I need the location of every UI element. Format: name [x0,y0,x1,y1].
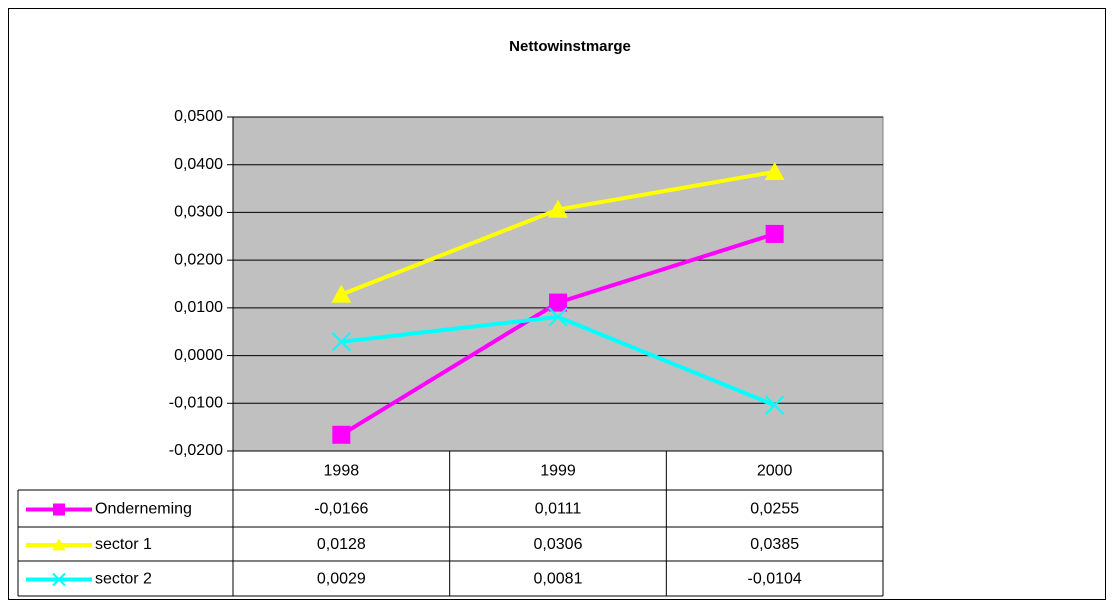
y-tick-label: -0,0200 [169,442,223,459]
table-value: 0,0306 [534,536,583,553]
table-value: 0,0255 [750,501,799,518]
table-value: 0,0081 [534,571,583,588]
marker [331,284,352,303]
x-tick-label: 1998 [324,463,360,480]
legend-label: sector 1 [95,536,152,553]
y-tick-label: -0,0100 [169,395,223,412]
marker [764,395,785,415]
y-tick-label: 0,0100 [174,299,223,316]
legend-label: sector 2 [95,571,152,588]
table-value: 0,0128 [317,536,366,553]
plot-area [232,116,884,452]
marker [549,293,567,312]
marker [548,199,568,218]
y-tick-label: 0,0200 [174,251,223,268]
legend-marker [53,503,65,516]
y-tick-label: 0,0400 [174,156,223,173]
y-tick-label: 0,0300 [174,204,223,221]
y-tick-label: 0,0500 [174,108,223,125]
marker [548,307,568,327]
table-value: 0,0385 [750,536,799,553]
x-tick-label: 2000 [757,463,793,480]
table-value: -0,0104 [748,571,802,588]
legend-label: Onderneming [95,501,192,518]
marker [765,224,784,243]
chart-title: Nettowinstmarge [509,38,631,55]
y-tick-label: 0,0000 [174,347,223,364]
table-value: 0,0029 [317,571,366,588]
table-value: -0,0166 [314,501,368,518]
marker [764,161,785,180]
table-value: 0,0111 [535,501,582,518]
marker [331,332,352,352]
x-tick-label: 1999 [540,463,576,480]
legend-marker [52,538,66,551]
marker [332,425,351,444]
legend-marker [52,572,66,587]
